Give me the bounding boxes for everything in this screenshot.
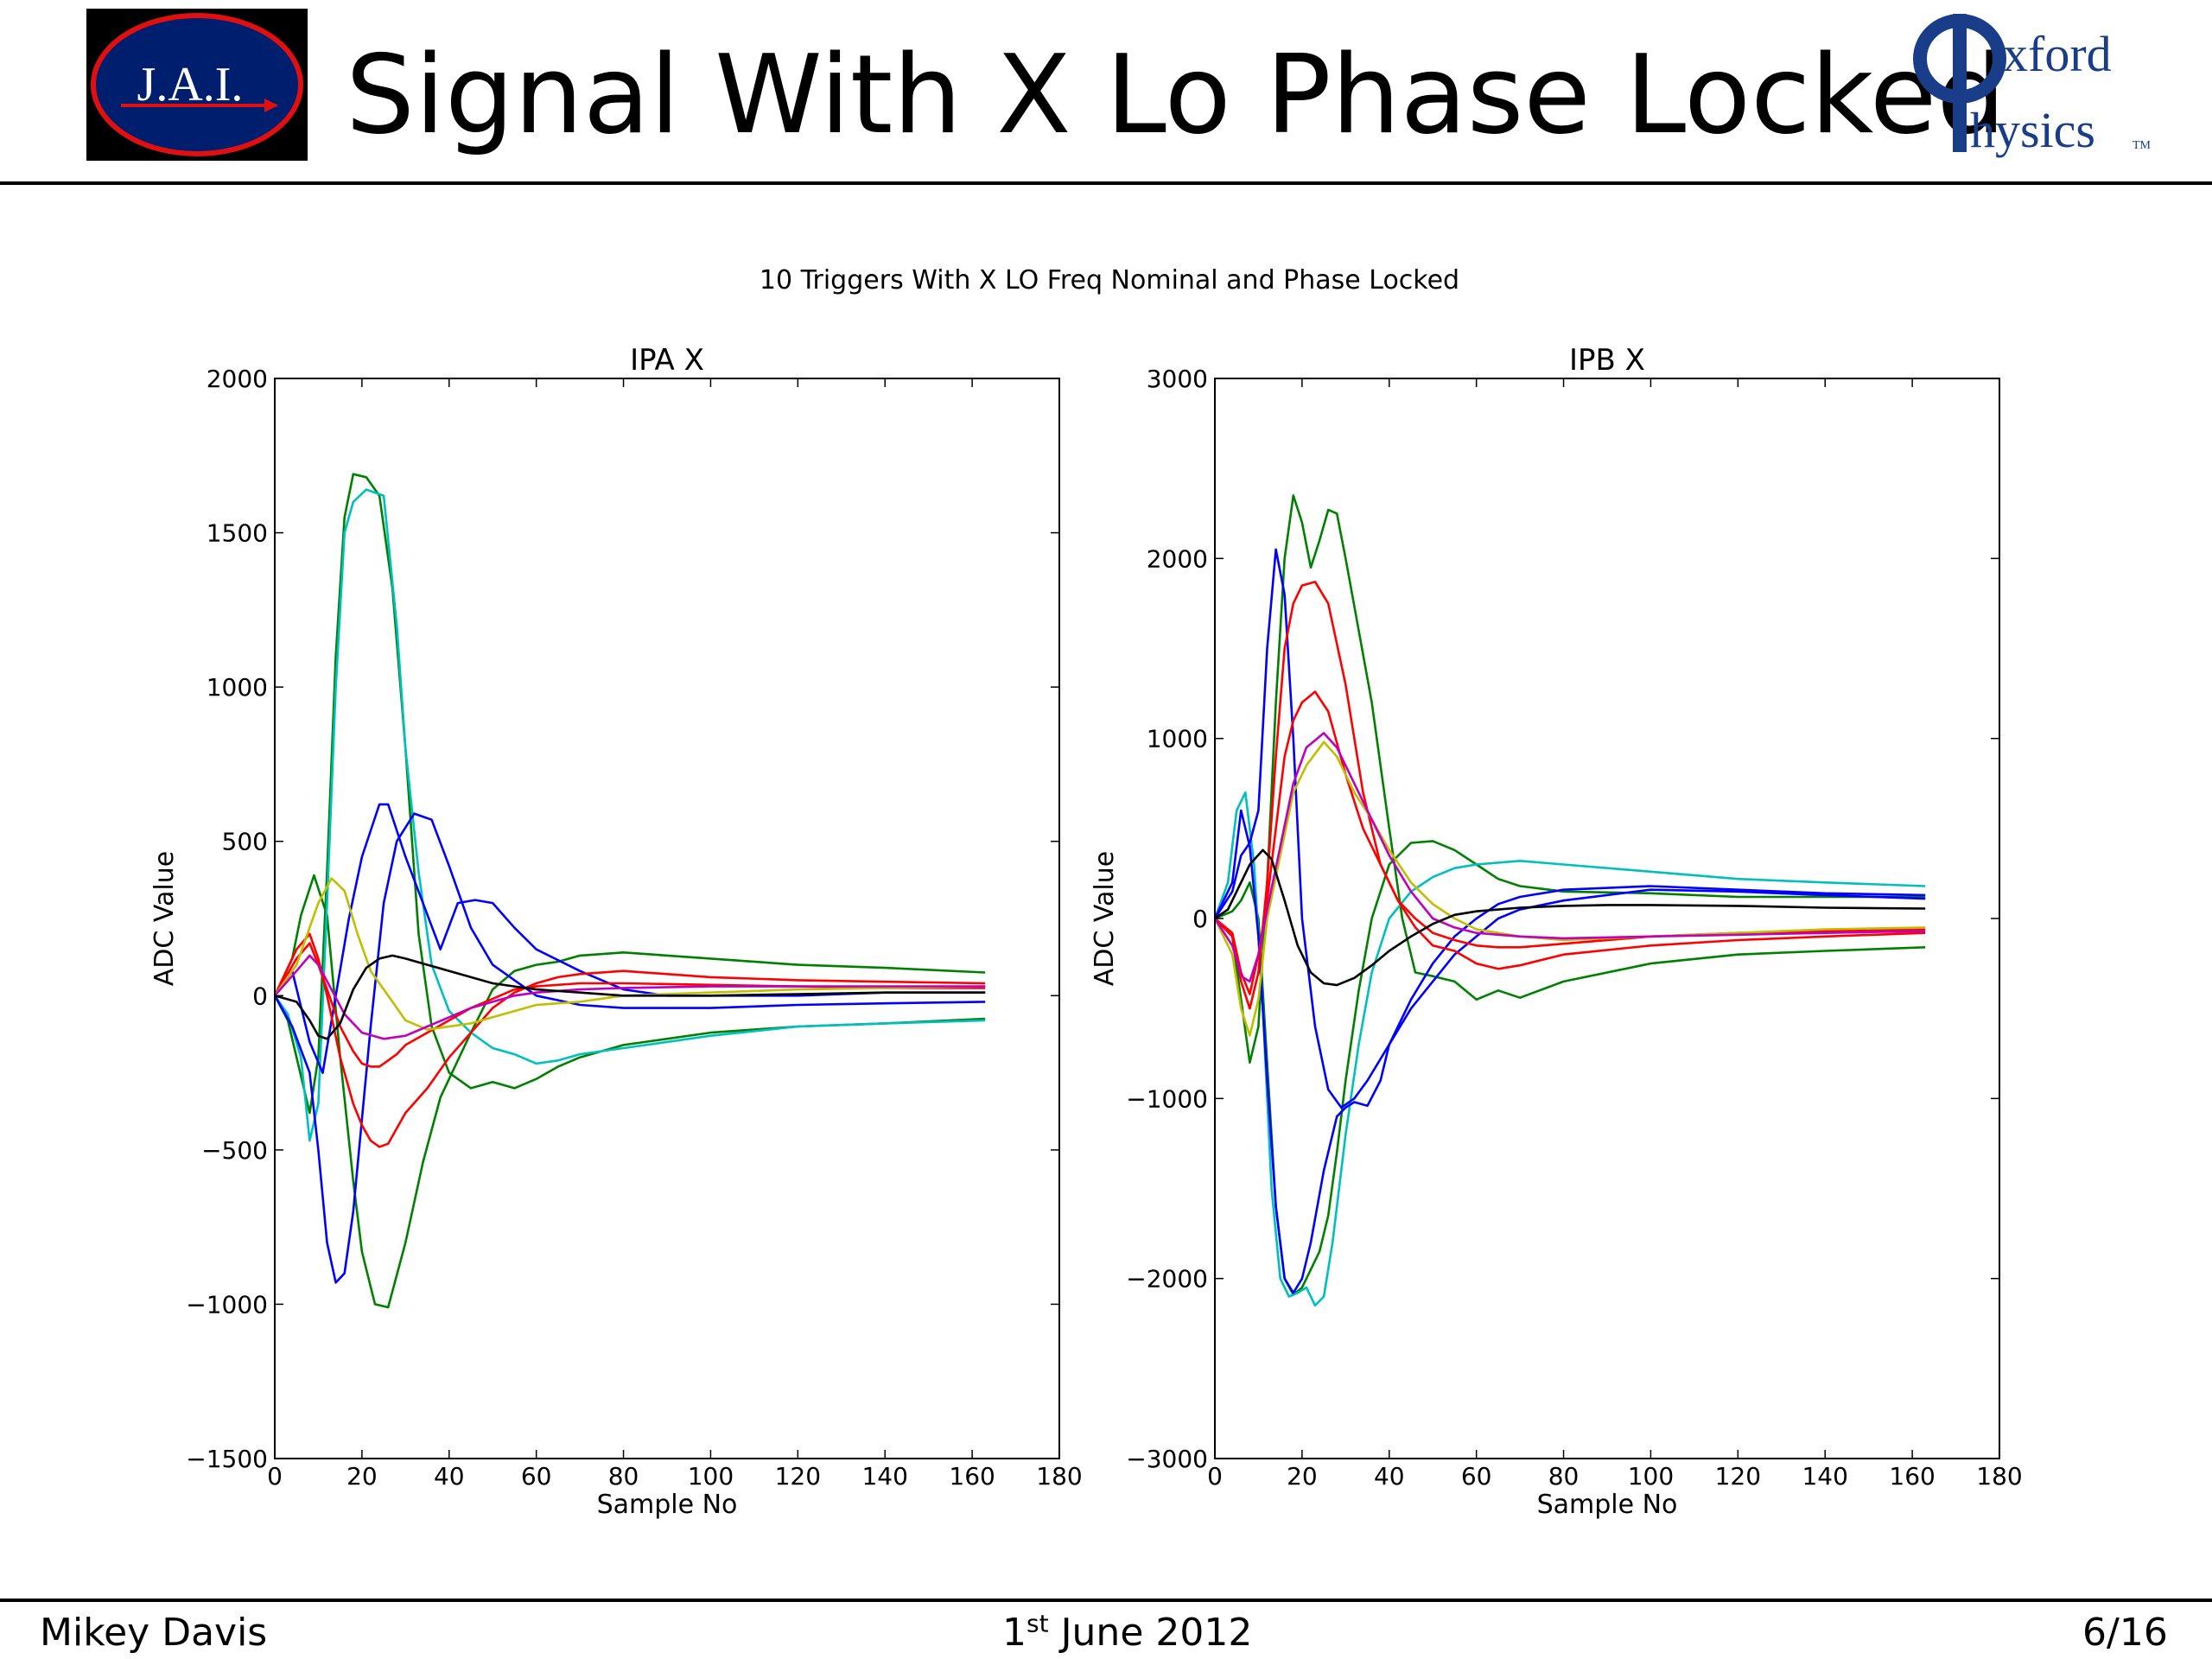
y-tick-label: 1500 — [207, 519, 268, 548]
plot-frame — [1214, 378, 2000, 1459]
footer-date-rest: June 2012 — [1048, 1611, 1253, 1655]
x-tick-label: 40 — [1374, 1462, 1405, 1491]
footer-rule — [0, 1599, 2212, 1602]
x-tick-label: 40 — [434, 1462, 465, 1491]
oxford-logo-text: xford — [2003, 26, 2112, 82]
slide-title: Signal With X Lo Phase Locked — [346, 31, 2006, 158]
header-rule — [0, 181, 2212, 185]
x-tick-label: 140 — [1802, 1462, 1847, 1491]
y-tick-label: 0 — [252, 982, 268, 1010]
x-tick-label: 160 — [1889, 1462, 1935, 1491]
series-line-8 — [273, 877, 986, 1031]
series-line-10 — [274, 954, 986, 1040]
jai-logo: J.A.I. — [86, 9, 308, 161]
series-line-5 — [273, 803, 986, 1074]
y-tick-label: −1000 — [1126, 1084, 1208, 1113]
series-line-2 — [273, 473, 986, 1115]
y-axis-label: ADC Value — [149, 851, 180, 987]
jai-logo-arrowhead — [264, 99, 278, 112]
y-tick-label: 2000 — [1147, 544, 1208, 573]
series-line-9 — [274, 954, 986, 1040]
x-tick-label: 20 — [346, 1462, 378, 1491]
y-tick-label: −1500 — [186, 1445, 268, 1473]
x-tick-label: 180 — [1976, 1462, 2022, 1491]
series-line-1 — [273, 874, 986, 1309]
y-tick-label: 500 — [222, 828, 268, 856]
series-line-6 — [1214, 581, 1926, 1010]
y-tick-label: 2000 — [207, 365, 268, 393]
series-line-4 — [273, 812, 986, 1284]
jai-logo-text: J.A.I. — [137, 58, 244, 111]
series-line-5 — [1213, 548, 1926, 1109]
x-tick-label: 20 — [1287, 1462, 1318, 1491]
x-tick-label: 140 — [861, 1462, 907, 1491]
y-tick-label: 3000 — [1147, 365, 1208, 393]
x-tick-label: 60 — [1461, 1462, 1492, 1491]
footer-date: 1st June 2012 — [1002, 1609, 1252, 1657]
series-line-3 — [1213, 791, 1926, 1307]
chart-title: IPB X — [1569, 343, 1645, 378]
series-line-1 — [1214, 494, 1926, 1065]
series-line-9 — [1213, 732, 1926, 983]
x-tick-label: 60 — [521, 1462, 552, 1491]
x-tick-label: 80 — [1548, 1462, 1580, 1491]
y-axis-label: ADC Value — [1090, 851, 1120, 987]
series-line-7 — [1214, 690, 1926, 995]
y-tick-label: −2000 — [1126, 1265, 1208, 1294]
chart-title: IPA X — [630, 343, 704, 378]
x-tick-label: 100 — [1628, 1462, 1674, 1491]
footer-page-number: 6/16 — [2082, 1611, 2168, 1655]
chart-ipa-x: 0 20 40 60 80 100 120 140 160 180 −1500 −1000 −500 0 5… — [149, 343, 1083, 1520]
x-axis-label: Sample No — [1537, 1490, 1678, 1520]
y-tick-label: −500 — [201, 1136, 268, 1165]
figure-suptitle: 10 Triggers With X LO Freq Nominal and P… — [760, 265, 1459, 296]
series-line-10 — [1214, 849, 1926, 987]
series-line-6 — [273, 932, 986, 1148]
series-line-7 — [273, 942, 986, 1068]
x-tick-label: 0 — [267, 1462, 283, 1491]
x-tick-label: 120 — [1715, 1462, 1761, 1491]
footer-date-day: 1 — [1002, 1611, 1027, 1655]
y-tick-label: 0 — [1192, 905, 1208, 933]
footer-date-suffix: st — [1027, 1609, 1049, 1638]
y-tick-label: −3000 — [1126, 1445, 1208, 1473]
x-tick-label: 120 — [775, 1462, 821, 1491]
phi-stem — [1953, 14, 1967, 152]
chart-ipb-x: 0 20 40 60 80 100 120 140 160 180 −3000 −2000 −1000 0… — [1090, 343, 2023, 1520]
physics-logo-text: hysics — [1970, 102, 2095, 158]
footer-author: Mikey Davis — [40, 1611, 268, 1655]
figure: 10 Triggers With X LO Freq Nominal and P… — [149, 265, 2023, 1520]
x-tick-label: 0 — [1207, 1462, 1223, 1491]
x-tick-label: 180 — [1036, 1462, 1082, 1491]
series-line-8 — [1213, 741, 1926, 1037]
trademark-mark: TM — [2133, 139, 2152, 152]
x-axis-label: Sample No — [597, 1490, 738, 1520]
x-tick-label: 100 — [688, 1462, 734, 1491]
y-tick-label: 1000 — [1147, 725, 1208, 753]
y-tick-label: 1000 — [207, 673, 268, 702]
y-tick-label: −1000 — [186, 1290, 268, 1319]
oxford-physics-logo: xford hysics TM — [1901, 9, 2160, 160]
series-line-2 — [1214, 840, 1926, 1296]
x-tick-label: 80 — [608, 1462, 639, 1491]
plot-frame — [274, 378, 1060, 1459]
x-tick-label: 160 — [949, 1462, 995, 1491]
